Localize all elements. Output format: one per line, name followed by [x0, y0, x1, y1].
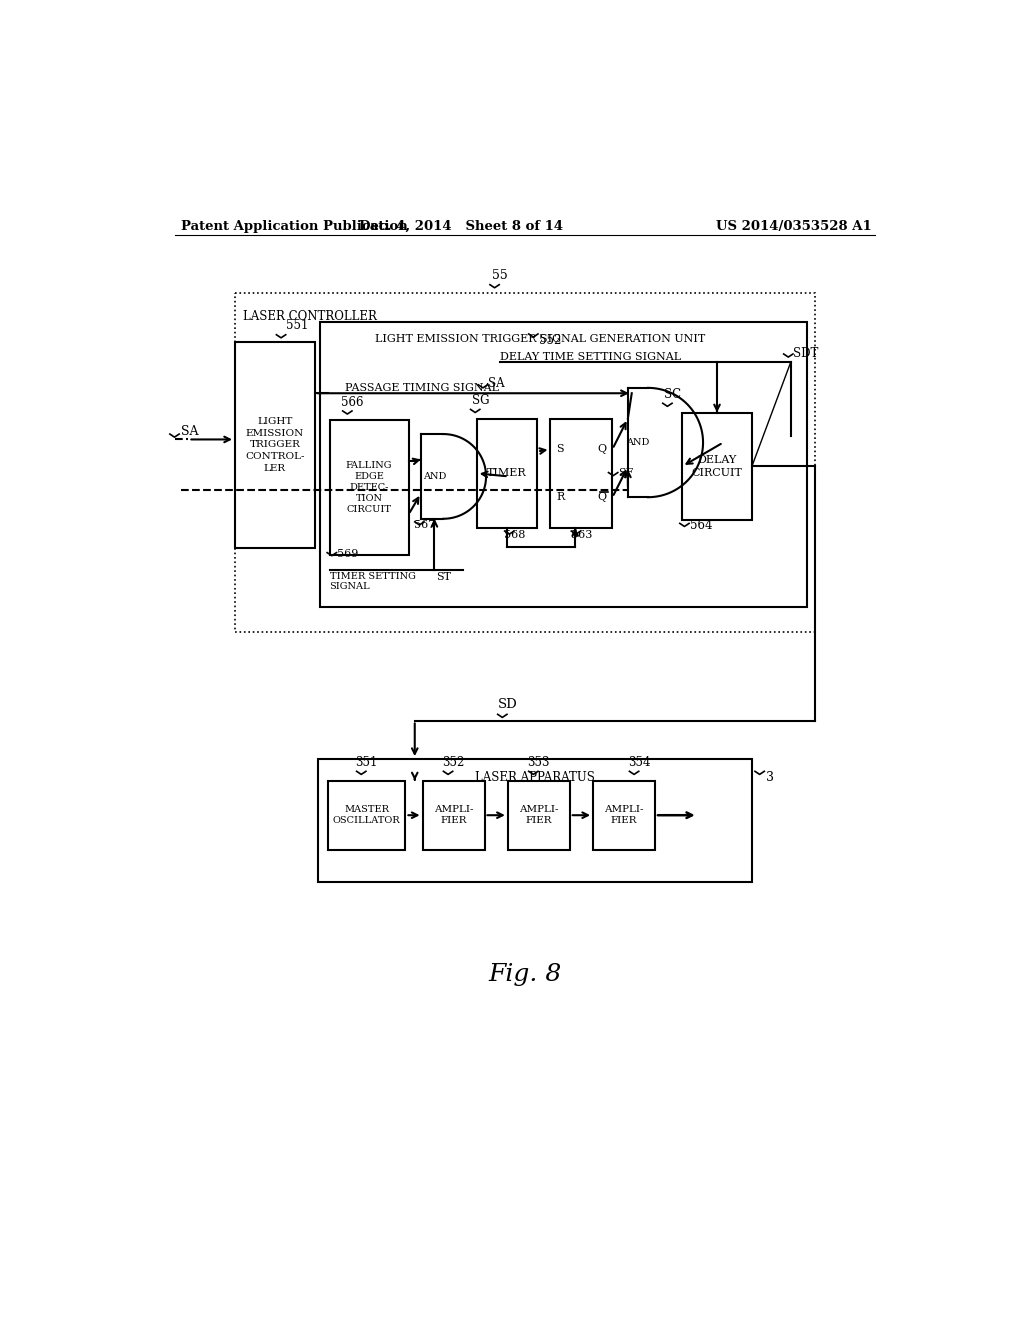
Text: AMPLI-
FIER: AMPLI- FIER: [604, 805, 644, 825]
Text: S: S: [557, 445, 564, 454]
Text: 353: 353: [527, 756, 550, 770]
Text: SC: SC: [665, 388, 681, 401]
Text: 55: 55: [493, 268, 508, 281]
Text: SA: SA: [488, 376, 505, 389]
Bar: [682, 412, 752, 520]
Bar: [550, 418, 612, 528]
Bar: [234, 342, 314, 548]
Text: AND: AND: [627, 438, 649, 447]
Text: SA: SA: [180, 425, 199, 438]
Bar: [328, 780, 406, 850]
Text: DELAY TIME SETTING SIGNAL: DELAY TIME SETTING SIGNAL: [500, 352, 681, 362]
Bar: [317, 759, 752, 882]
Text: AMPLI-
FIER: AMPLI- FIER: [519, 805, 558, 825]
Bar: [234, 293, 815, 632]
Text: 566: 566: [341, 396, 364, 409]
Bar: [508, 780, 569, 850]
Text: PASSAGE TIMING SIGNAL: PASSAGE TIMING SIGNAL: [345, 383, 499, 393]
Text: 352: 352: [442, 756, 465, 770]
Text: AND: AND: [423, 473, 446, 480]
Text: Patent Application Publication: Patent Application Publication: [180, 219, 408, 232]
Text: 351: 351: [355, 756, 378, 770]
Text: Q: Q: [597, 445, 606, 454]
Text: LIGHT EMISSION TRIGGER SIGNAL GENERATION UNIT: LIGHT EMISSION TRIGGER SIGNAL GENERATION…: [375, 334, 706, 345]
Bar: [477, 418, 538, 528]
Bar: [423, 780, 484, 850]
Text: 567: 567: [414, 520, 435, 531]
Text: DELAY
CIRCUIT: DELAY CIRCUIT: [691, 455, 742, 478]
Text: 569: 569: [337, 549, 358, 558]
Text: R: R: [557, 492, 565, 503]
Text: SF: SF: [617, 469, 633, 478]
Text: FALLING
EDGE
DETEC-
TION
CIRCUIT: FALLING EDGE DETEC- TION CIRCUIT: [346, 461, 392, 515]
Text: AMPLI-
FIER: AMPLI- FIER: [434, 805, 473, 825]
Text: Dec. 4, 2014   Sheet 8 of 14: Dec. 4, 2014 Sheet 8 of 14: [359, 219, 563, 232]
Text: SDT: SDT: [793, 347, 818, 360]
Text: TIMER: TIMER: [487, 469, 526, 478]
Text: LIGHT
EMISSION
TRIGGER
CONTROL-
LER: LIGHT EMISSION TRIGGER CONTROL- LER: [245, 417, 304, 473]
Text: ST: ST: [436, 572, 451, 582]
Text: 552: 552: [539, 334, 561, 347]
Text: LASER CONTROLLER: LASER CONTROLLER: [243, 310, 377, 323]
Text: 568: 568: [504, 529, 525, 540]
Text: MASTER
OSCILLATOR: MASTER OSCILLATOR: [333, 805, 400, 825]
Text: US 2014/0353528 A1: US 2014/0353528 A1: [716, 219, 872, 232]
Text: 3: 3: [766, 771, 774, 784]
Text: SG: SG: [472, 395, 489, 407]
Text: Fig. 8: Fig. 8: [488, 964, 561, 986]
Bar: [330, 420, 409, 554]
Text: Q: Q: [597, 492, 606, 503]
Text: 354: 354: [629, 756, 650, 770]
Bar: [321, 322, 807, 607]
Text: TIMER SETTING
SIGNAL: TIMER SETTING SIGNAL: [330, 572, 416, 591]
Text: SD: SD: [498, 698, 517, 711]
Bar: [593, 780, 655, 850]
Text: 564: 564: [690, 519, 713, 532]
Text: 563: 563: [570, 529, 592, 540]
Text: LASER APPARATUS: LASER APPARATUS: [475, 771, 595, 784]
Text: 551: 551: [287, 319, 309, 333]
